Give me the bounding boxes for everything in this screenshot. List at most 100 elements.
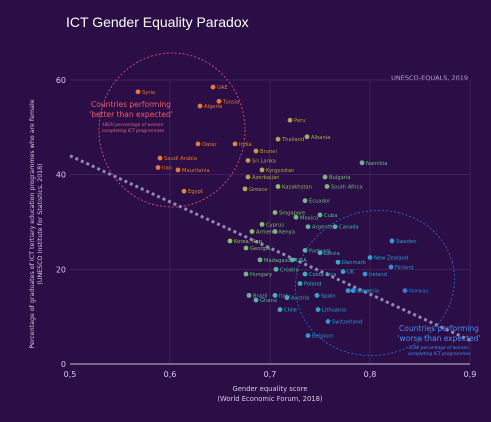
data-point (181, 188, 187, 194)
data-point (157, 155, 163, 161)
data-point (284, 295, 290, 301)
data-point (253, 148, 259, 154)
data-point-label: Tunsia (222, 99, 239, 105)
x-tick-label: 0,6 (164, 370, 177, 379)
x-tick-label: 0,9 (464, 370, 477, 379)
data-point (287, 117, 293, 123)
data-point-label: Latvia (324, 251, 340, 257)
data-point (389, 238, 395, 244)
x-axis-label-source: (World Economic Forum, 2018) (217, 395, 323, 403)
data-point-label: Brunei (260, 149, 277, 155)
data-point (272, 229, 278, 234)
data-point-label: Italy (279, 293, 290, 299)
data-point-label: Syria (142, 90, 155, 96)
data-point (345, 288, 351, 294)
data-point (402, 288, 408, 294)
data-point-label: Switzerland (332, 319, 362, 325)
data-point-label: Chile (284, 308, 297, 314)
data-point (246, 292, 252, 298)
data-point (302, 248, 308, 253)
data-point (275, 184, 281, 189)
data-point (275, 136, 281, 142)
data-point-label: Algeria (204, 104, 222, 110)
data-point-label: Slovenia (357, 289, 379, 295)
data-point-label: Austria (291, 296, 309, 302)
data-point (302, 198, 308, 204)
data-point-label: Kyrgyzstan (266, 168, 294, 174)
data-point (227, 238, 233, 244)
data-point (314, 292, 320, 298)
data-point (197, 103, 203, 109)
data-point-label: Peru (294, 118, 306, 124)
better-annotation-sub-2: completing ICT programmes (102, 128, 165, 134)
data-point-label: Finland (395, 265, 414, 271)
data-point-label: Norway (409, 289, 429, 295)
data-point (257, 257, 263, 263)
data-point-label: Saudi Arabia (164, 156, 197, 162)
data-point (302, 271, 308, 277)
data-point (216, 98, 222, 104)
data-point (155, 165, 161, 170)
data-point (272, 210, 278, 215)
data-point (388, 264, 394, 270)
worse-annotation-title-1: Countries performing (399, 324, 479, 333)
data-point (242, 186, 248, 192)
data-point (325, 319, 331, 324)
data-point (259, 221, 265, 227)
data-point (243, 271, 249, 277)
data-point-label: Sweden (396, 239, 417, 245)
y-tick-label: 60 (56, 76, 66, 85)
data-point-label: Spain (321, 293, 336, 299)
data-point-label: Singapore (279, 211, 305, 217)
data-point-label: Ireland (369, 272, 387, 278)
x-tick-label: 0,7 (264, 370, 277, 379)
data-point (259, 167, 265, 173)
data-point-label: Poland (304, 282, 321, 288)
data-point-label: India (239, 142, 252, 148)
data-point (322, 174, 328, 180)
data-point-label: New Zealand (374, 256, 408, 262)
data-point-label: Ghana (260, 298, 277, 304)
data-point-label: Mauritania (182, 168, 210, 174)
data-point (317, 250, 323, 256)
y-axis-label-source: (UNESCO Institute for Statistics, 2018) (37, 163, 44, 284)
grid-lines (70, 79, 471, 364)
data-point-label: Kenya (279, 229, 295, 235)
worse-annotation-title-2: 'worse than expected' (398, 334, 481, 343)
data-point-label: Iran (162, 166, 172, 172)
data-point (315, 307, 321, 312)
data-point-label: Brazil (253, 293, 267, 299)
data-point-label: Cuba (324, 213, 337, 219)
source-label: UNESCO-EQUALS, 2019 (391, 74, 468, 82)
data-point-label: Egypt (188, 189, 203, 195)
data-point (304, 134, 310, 140)
y-axis-label: Percentage of graduates of ICT tertiary … (29, 99, 36, 348)
y-tick-label: 0 (61, 360, 66, 369)
data-point (232, 141, 238, 147)
data-point (289, 257, 295, 263)
data-point (195, 141, 201, 147)
data-point (305, 333, 311, 338)
x-tick-label: 0,5 (64, 370, 77, 379)
data-point (245, 174, 251, 180)
data-point-label: Denmark (342, 260, 366, 266)
data-point-label: Sri Lanka (252, 158, 276, 164)
data-point (362, 271, 368, 277)
data-point (277, 307, 283, 312)
data-point (249, 229, 255, 234)
data-point (359, 160, 365, 166)
x-axis-label: Gender equality score (232, 385, 307, 393)
data-point-label: Oatar (202, 142, 217, 148)
data-point (297, 281, 303, 286)
trend-line (69, 154, 471, 342)
data-point (243, 245, 249, 251)
y-tick-label: 20 (56, 265, 66, 274)
data-point (210, 84, 216, 90)
chart-title: ICT Gender Equality Paradox (66, 14, 249, 30)
data-point-label: Lithuania (322, 308, 346, 314)
data-point-label: Argentina (312, 225, 337, 231)
data-point (272, 292, 278, 298)
x-tick-label: 0,8 (364, 370, 377, 379)
